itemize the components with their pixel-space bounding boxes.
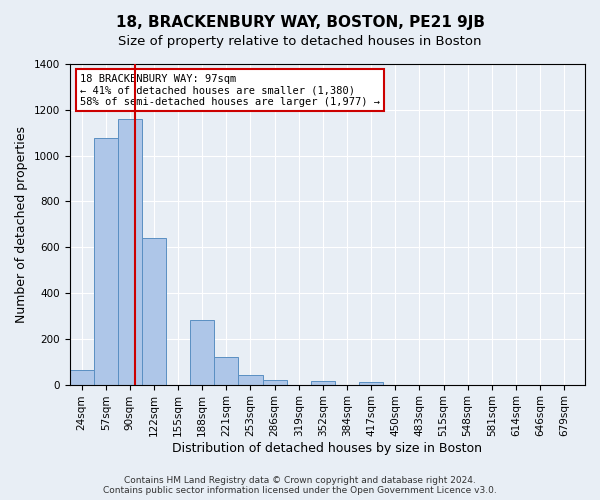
Bar: [263, 380, 287, 384]
Bar: [118, 119, 142, 384]
Bar: [214, 357, 238, 384]
Bar: [190, 320, 214, 384]
Bar: [238, 376, 263, 384]
Text: Contains HM Land Registry data © Crown copyright and database right 2024.
Contai: Contains HM Land Registry data © Crown c…: [103, 476, 497, 495]
Text: Size of property relative to detached houses in Boston: Size of property relative to detached ho…: [118, 35, 482, 48]
Text: 18, BRACKENBURY WAY, BOSTON, PE21 9JB: 18, BRACKENBURY WAY, BOSTON, PE21 9JB: [115, 15, 485, 30]
Bar: [94, 138, 118, 384]
X-axis label: Distribution of detached houses by size in Boston: Distribution of detached houses by size …: [172, 442, 482, 455]
Bar: [359, 382, 383, 384]
Bar: [142, 238, 166, 384]
Text: 18 BRACKENBURY WAY: 97sqm
← 41% of detached houses are smaller (1,380)
58% of se: 18 BRACKENBURY WAY: 97sqm ← 41% of detac…: [80, 74, 380, 107]
Bar: [70, 370, 94, 384]
Bar: [311, 381, 335, 384]
Y-axis label: Number of detached properties: Number of detached properties: [15, 126, 28, 323]
